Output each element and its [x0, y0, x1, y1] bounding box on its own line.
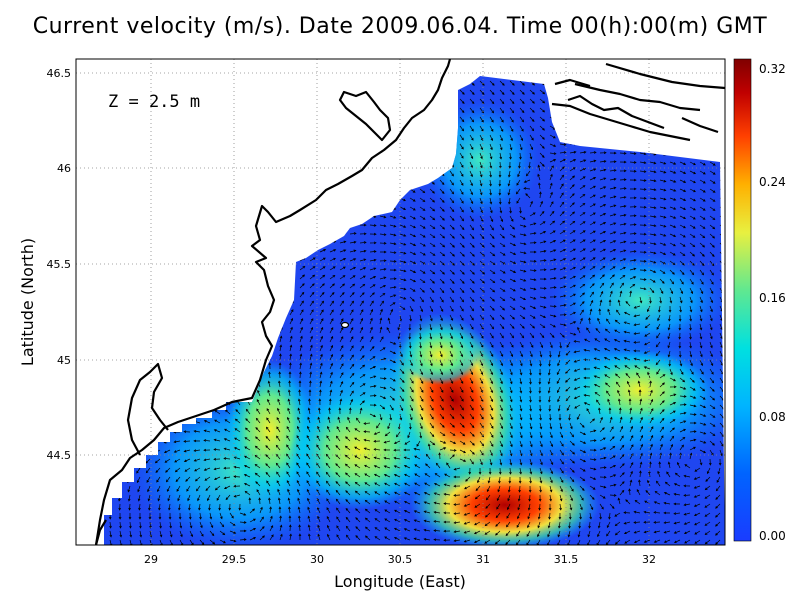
colorbar	[733, 58, 752, 542]
coastline	[94, 58, 726, 546]
y-tick-label: 45	[57, 354, 71, 367]
y-tick-label: 46.5	[47, 67, 72, 80]
y-tick-label: 44.5	[47, 449, 72, 462]
x-tick-label: 29.5	[222, 553, 247, 566]
y-axis-title: Latitude (North)	[18, 238, 37, 366]
colorbar-tick-label: 0.08	[759, 410, 786, 424]
colorbar-tick-label: 0.32	[759, 62, 786, 76]
y-tick-label: 45.5	[47, 258, 72, 271]
x-tick-label: 29	[144, 553, 158, 566]
y-tick-label: 46	[57, 162, 71, 175]
x-tick-label: 30.5	[388, 553, 413, 566]
colorbar-labels: 0.32 0.24 0.16 0.08 0.00	[759, 62, 786, 543]
grid-lines	[76, 59, 725, 545]
page-title: Current velocity (m/s). Date 2009.06.04.…	[32, 14, 768, 39]
x-tick-labels: 29 29.5 30 30.5 31 31.5 32	[144, 553, 656, 566]
colorbar-tick-label: 0.24	[759, 175, 786, 189]
colorbar-tick-label: 0.16	[759, 291, 786, 305]
x-tick-label: 31.5	[554, 553, 579, 566]
x-tick-label: 32	[642, 553, 656, 566]
depth-label: Z = 2.5 m	[108, 92, 200, 112]
y-tick-labels: 46.5 46 45.5 45 44.5	[47, 67, 72, 462]
x-tick-label: 31	[476, 553, 490, 566]
x-tick-label: 30	[310, 553, 324, 566]
colorbar-tick-label: 0.00	[759, 529, 786, 543]
plot-border	[75, 58, 726, 546]
island-marker	[340, 321, 350, 329]
x-axis-title: Longitude (East)	[334, 572, 466, 591]
